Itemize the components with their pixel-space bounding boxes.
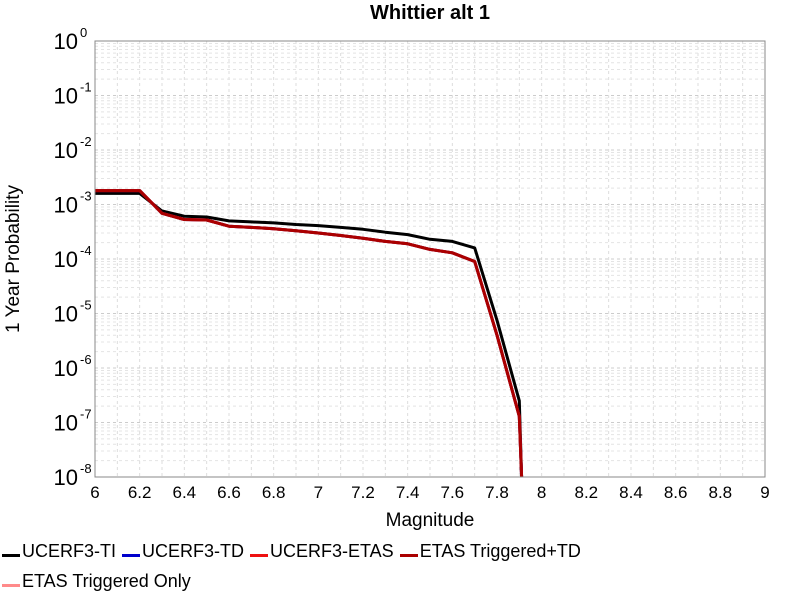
y-tick-label: 10 -6 [54,352,92,381]
y-tick-label: 10 0 [54,25,88,54]
legend-item: UCERF3-TI [0,541,116,562]
legend-label: ETAS Triggered Only [22,570,191,591]
x-tick-label: 7.8 [485,483,509,502]
y-tick-label: 10 -7 [54,407,92,436]
x-tick-label: 6.6 [217,483,241,502]
legend-item: ETAS Triggered Only [0,571,191,592]
y-tick-exponent: -2 [80,134,92,149]
legend-swatch [122,553,140,557]
legend-swatch [2,583,20,587]
x-tick-label: 9 [760,483,769,502]
legend-label: UCERF3-ETAS [270,540,394,561]
x-tick-label: 6.2 [128,483,152,502]
y-tick-base: 10 [54,29,78,54]
x-tick-label: 8.6 [664,483,688,502]
chart-title: Whittier alt 1 [370,2,490,24]
legend-row-1: UCERF3-TI UCERF3-TD UCERF3-ETAS ETAS Tri… [0,536,800,566]
legend-item: UCERF3-TD [120,541,244,562]
y-tick-exponent: -7 [80,407,92,422]
x-tick-label: 8.4 [619,483,643,502]
x-tick-label: 7.6 [441,483,465,502]
y-tick-base: 10 [54,84,78,109]
legend-swatch [250,553,268,557]
x-tick-label: 6.4 [173,483,197,502]
y-tick-label: 10 -5 [54,298,92,327]
y-tick-exponent: -5 [80,298,92,313]
legend-label: ETAS Triggered+TD [419,540,581,561]
legend-row-2: ETAS Triggered Only [0,566,800,596]
plot-frame [94,40,766,478]
series-line [95,189,524,478]
x-tick-label: 6 [90,483,99,502]
x-tick-label: 8.8 [709,483,733,502]
y-tick-label: 10 -3 [54,189,92,218]
y-tick-exponent: 0 [80,25,87,40]
x-tick-label: 8.2 [575,483,599,502]
x-tick-label: 7.4 [396,483,420,502]
series-line [95,191,524,478]
x-tick-labels: 6 6.2 6.4 6.6 6.8 7 7.2 7.4 7.6 7.8 8 8.2 8.4 8.6 8.8 9 [90,483,769,502]
legend-swatch [399,553,418,557]
y-tick-label: 10 -2 [54,134,92,163]
y-tick-base: 10 [54,302,78,327]
series-group [95,189,524,478]
y-tick-base: 10 [54,247,78,272]
series-line [95,189,524,478]
legend-label: UCERF3-TD [142,540,244,561]
legend-item: UCERF3-ETAS [248,541,394,562]
y-tick-label: 10 -1 [54,80,92,109]
y-tick-label: 10 -4 [54,243,92,272]
y-tick-exponent: -4 [80,243,92,258]
legend-swatch [2,553,20,557]
y-axis-label: 1 Year Probability [3,185,24,333]
legend: UCERF3-TI UCERF3-TD UCERF3-ETAS ETAS Tri… [0,536,800,596]
y-tick-label: 10 -8 [54,461,92,490]
y-tick-base: 10 [54,356,78,381]
y-tick-exponent: -1 [80,80,92,95]
y-tick-exponent: -3 [80,189,92,204]
y-tick-base: 10 [54,411,78,436]
series-line [95,189,524,478]
x-axis-label: Magnitude [386,510,475,531]
x-tick-label: 6.8 [262,483,286,502]
x-tick-label: 8 [537,483,546,502]
y-tick-base: 10 [54,193,78,218]
y-tick-base: 10 [54,138,78,163]
y-tick-exponent: -8 [80,461,92,476]
x-tick-label: 7 [314,483,323,502]
legend-label: UCERF3-TI [22,540,116,561]
y-tick-base: 10 [54,465,78,490]
legend-item: ETAS Triggered+TD [398,541,581,562]
x-tick-label: 7.2 [351,483,375,502]
grid-lines [94,40,766,478]
y-tick-exponent: -6 [80,352,92,367]
